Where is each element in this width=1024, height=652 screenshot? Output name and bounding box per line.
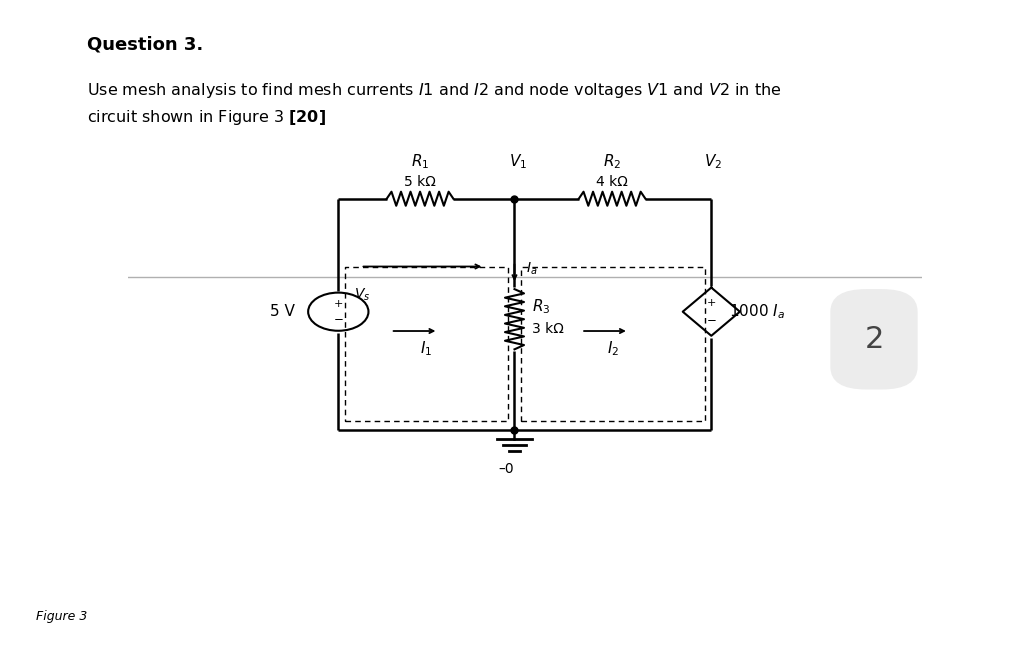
Text: 5 V: 5 V: [269, 304, 295, 319]
Text: Question 3.: Question 3.: [87, 36, 204, 54]
Text: 3 kΩ: 3 kΩ: [531, 322, 564, 336]
Text: Use mesh analysis to find mesh currents $\it{I}$1 and $\it{I}$2 and node voltage: Use mesh analysis to find mesh currents …: [87, 82, 781, 100]
Text: 5 kΩ: 5 kΩ: [404, 175, 436, 188]
Text: $V_1$: $V_1$: [509, 153, 527, 171]
FancyBboxPatch shape: [830, 289, 918, 389]
Text: $R_1$: $R_1$: [411, 153, 429, 171]
Text: $V_s$: $V_s$: [354, 286, 371, 303]
Text: $I_a$: $I_a$: [526, 261, 538, 277]
Text: $R_2$: $R_2$: [603, 153, 622, 171]
Text: −: −: [707, 314, 716, 327]
Text: +: +: [334, 299, 343, 308]
Text: 2: 2: [864, 325, 884, 354]
Text: Figure 3: Figure 3: [36, 610, 87, 623]
Text: $I_2$: $I_2$: [607, 339, 618, 358]
Text: $V_2$: $V_2$: [703, 153, 722, 171]
Text: $I_1$: $I_1$: [420, 339, 432, 358]
Text: $R_3$: $R_3$: [531, 297, 551, 316]
Text: +: +: [707, 297, 716, 308]
Text: −: −: [334, 313, 343, 326]
Text: –0: –0: [499, 462, 514, 477]
Text: 4 kΩ: 4 kΩ: [596, 175, 628, 188]
Text: 1000 $I_a$: 1000 $I_a$: [729, 303, 784, 321]
Text: circuit shown in Figure 3 $\bf{[20]}$: circuit shown in Figure 3 $\bf{[20]}$: [87, 108, 326, 126]
